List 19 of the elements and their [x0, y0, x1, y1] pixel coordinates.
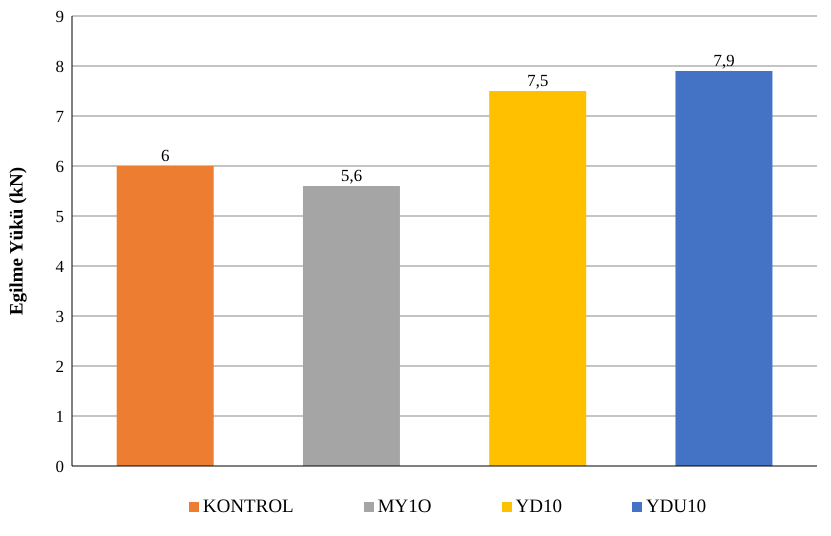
- y-tick-label: 5: [56, 207, 64, 226]
- y-tick-label: 1: [56, 407, 64, 426]
- y-tick-label: 4: [56, 257, 64, 276]
- legend-label: YD10: [514, 496, 562, 518]
- y-tick-label: 0: [56, 457, 64, 476]
- data-label: 6: [160, 146, 170, 165]
- legend-label: MY1O: [376, 496, 432, 518]
- y-tick-label: 7: [56, 107, 64, 126]
- y-tick-label: 9: [56, 7, 64, 26]
- y-tick-label: 3: [56, 307, 64, 326]
- data-label: 7,5: [527, 71, 548, 90]
- y-tick-label: 6: [56, 157, 64, 176]
- legend-label: KONTROL: [202, 496, 294, 518]
- y-axis-title: Egilme Yükü (kN): [6, 166, 28, 316]
- legend-label: YDU10: [644, 496, 706, 518]
- data-label: 7,9: [713, 51, 735, 70]
- y-tick-label: 2: [56, 357, 64, 376]
- y-tick-label: 8: [56, 57, 64, 76]
- data-label: 5,6: [340, 166, 362, 185]
